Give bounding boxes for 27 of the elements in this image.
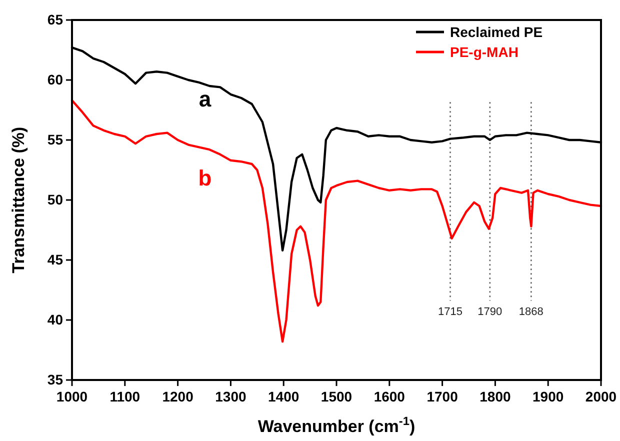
y-axis-title: Transmittance (%): [9, 126, 28, 274]
y-tick-label: 40: [47, 311, 64, 328]
x-tick-label: 1300: [215, 388, 246, 405]
legend-label: PE-g-MAH: [450, 44, 518, 60]
x-tick-label: 2000: [585, 388, 617, 405]
legend-label: Reclaimed PE: [450, 24, 543, 40]
annotation: a: [198, 86, 212, 112]
x-tick-label: 1500: [320, 388, 352, 405]
y-tick-label: 50: [47, 191, 64, 208]
x-tick-label: 1200: [162, 388, 194, 405]
y-tick-label: 45: [47, 251, 64, 268]
ref-line-label: 1790: [478, 306, 502, 318]
ref-line-label: 1715: [438, 306, 462, 318]
x-tick-label: 1600: [374, 388, 406, 405]
x-tick-label: 1800: [480, 388, 511, 405]
y-tick-label: 60: [47, 71, 64, 88]
y-tick-label: 35: [47, 371, 64, 388]
annotation: b: [198, 166, 212, 191]
y-tick-label: 55: [47, 131, 64, 148]
x-tick-label: 1900: [532, 388, 564, 405]
ref-line-label: 1868: [518, 306, 544, 318]
x-tick-label: 1100: [110, 388, 140, 405]
y-tick-label: 65: [47, 11, 64, 28]
x-tick-label: 1000: [56, 388, 88, 405]
x-axis-title: Wavenumber (cm$^{-1}$): [258, 414, 416, 436]
x-tick-label: 1700: [426, 388, 458, 405]
x-tick-label: 1400: [268, 388, 300, 405]
